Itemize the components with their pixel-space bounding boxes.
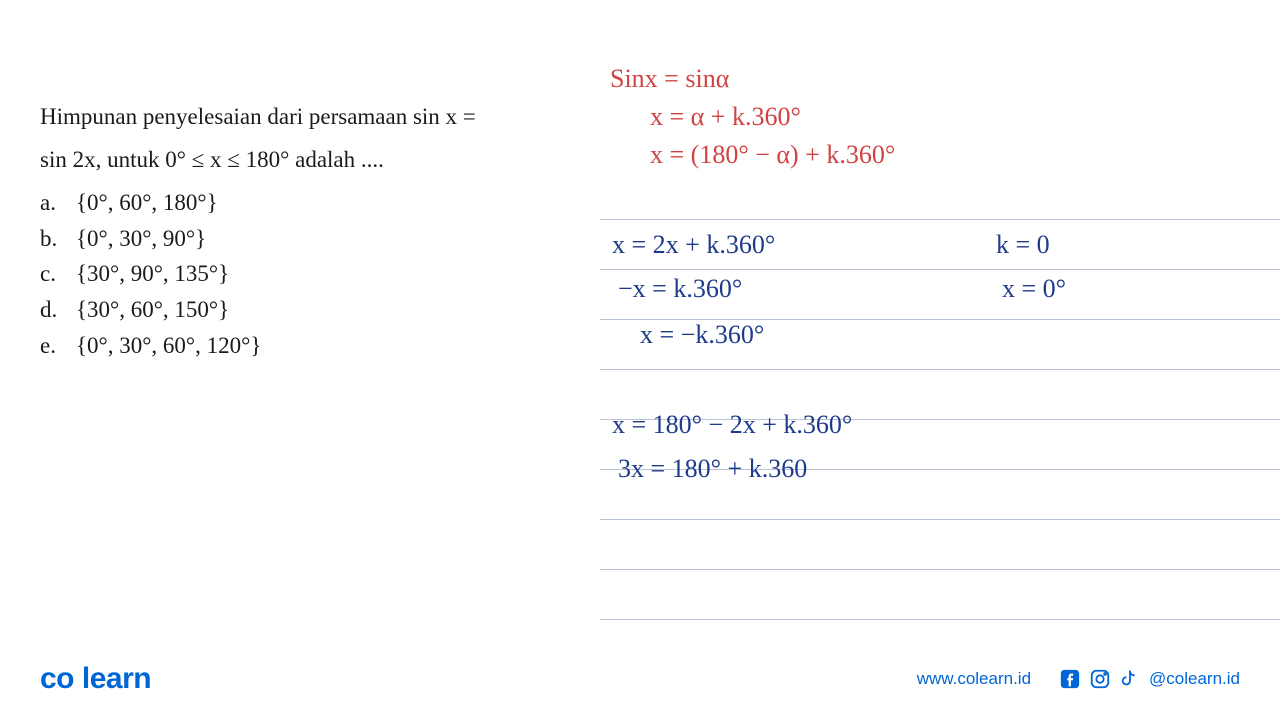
ruled-line: [600, 520, 1280, 570]
tiktok-icon: [1119, 668, 1141, 690]
problem-block: Himpunan penyelesaian dari persamaan sin…: [40, 100, 600, 363]
problem-line-2: sin 2x, untuk 0° ≤ x ≤ 180° adalah ....: [40, 143, 600, 178]
choice-c: c. {30°, 90°, 135°}: [40, 256, 600, 292]
choice-text: {30°, 60°, 150°}: [76, 292, 229, 328]
logo-co: co: [40, 662, 74, 695]
choice-text: {0°, 30°, 90°}: [76, 221, 206, 257]
social-handle: @colearn.id: [1149, 669, 1240, 689]
footer-right: www.colearn.id @colearn.id: [917, 668, 1240, 690]
ruled-line: [600, 170, 1280, 220]
handwriting-line: x = 2x + k.360°: [612, 228, 775, 262]
choice-label: c.: [40, 256, 76, 292]
logo-learn: learn: [82, 662, 151, 695]
choice-text: {30°, 90°, 135°}: [76, 256, 229, 292]
logo: co learn: [40, 662, 151, 696]
handwriting-line: Sinx = sinα: [610, 62, 729, 96]
handwriting-line: 3x = 180° + k.360: [618, 452, 807, 486]
handwriting-line: −x = k.360°: [618, 272, 742, 306]
handwriting-line: x = −k.360°: [640, 318, 764, 352]
choice-label: a.: [40, 185, 76, 221]
logo-dot: [74, 662, 82, 695]
choice-d: d. {30°, 60°, 150°}: [40, 292, 600, 328]
social-block: @colearn.id: [1059, 668, 1240, 690]
handwriting-line: x = 180° − 2x + k.360°: [612, 408, 852, 442]
choice-b: b. {0°, 30°, 90°}: [40, 221, 600, 257]
choice-label: b.: [40, 221, 76, 257]
choices-list: a. {0°, 60°, 180°} b. {0°, 30°, 90°} c. …: [40, 185, 600, 363]
choice-label: d.: [40, 292, 76, 328]
choice-text: {0°, 30°, 60°, 120°}: [76, 328, 261, 364]
choice-text: {0°, 60°, 180°}: [76, 185, 218, 221]
handwriting-line: x = 0°: [1002, 272, 1066, 306]
handwriting-line: k = 0: [996, 228, 1050, 262]
problem-line-1: Himpunan penyelesaian dari persamaan sin…: [40, 100, 600, 135]
choice-e: e. {0°, 30°, 60°, 120°}: [40, 328, 600, 364]
choice-a: a. {0°, 60°, 180°}: [40, 185, 600, 221]
website-url: www.colearn.id: [917, 669, 1031, 689]
facebook-icon: [1059, 668, 1081, 690]
handwriting-line: x = (180° − α) + k.360°: [650, 138, 895, 172]
handwriting-line: x = α + k.360°: [650, 100, 801, 134]
footer: co learn www.colearn.id @colearn.id: [0, 662, 1280, 696]
choice-label: e.: [40, 328, 76, 364]
instagram-icon: [1089, 668, 1111, 690]
ruled-line: [600, 570, 1280, 620]
